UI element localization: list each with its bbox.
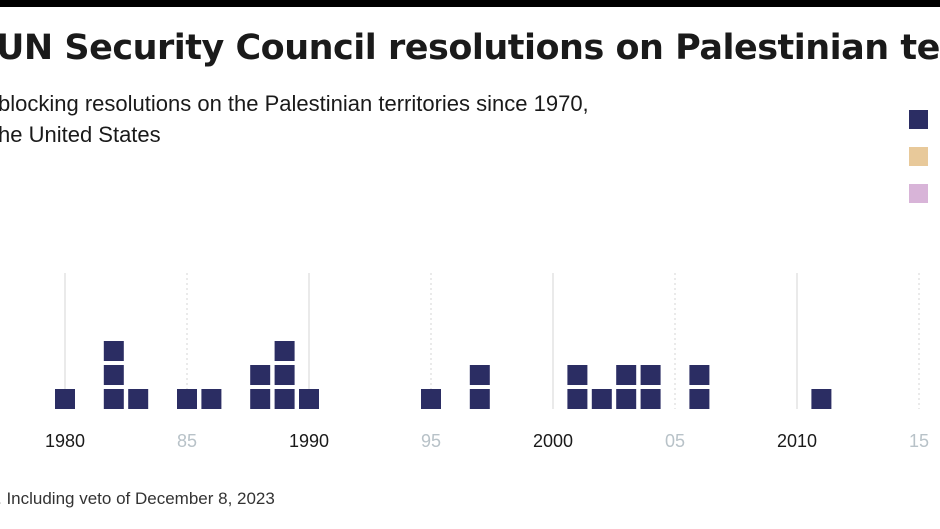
veto-square-2011-1 (811, 389, 832, 409)
tick-label-1990: 1990 (289, 431, 329, 451)
veto-square-1982-1 (103, 389, 124, 409)
tick-label-15: 15 (909, 431, 929, 451)
veto-square-1982-3 (103, 341, 124, 361)
veto-square-1980-1 (55, 389, 75, 409)
veto-square-2001-1 (567, 389, 588, 409)
veto-square-2004-1 (640, 389, 661, 409)
veto-square-1995-1 (421, 389, 441, 409)
veto-square-1982-2 (103, 365, 124, 385)
veto-square-1989-3 (274, 341, 295, 361)
veto-square-2006-1 (689, 389, 710, 409)
tick-label-2010: 2010 (777, 431, 817, 451)
veto-square-1988-1 (250, 389, 271, 409)
veto-square-1990-1 (299, 389, 319, 409)
footnote: . Including veto of December 8, 2023 (0, 489, 275, 508)
veto-square-2001-2 (567, 365, 588, 385)
tick-label-2000: 2000 (533, 431, 573, 451)
veto-square-2004-2 (640, 365, 661, 385)
veto-square-1997-1 (469, 389, 490, 409)
veto-square-2002-1 (591, 389, 612, 409)
chart-subtitle: blocking resolutions on the Palestinian … (0, 91, 589, 147)
top-rule (0, 0, 940, 7)
chart-title: UN Security Council resolutions on Pales… (0, 28, 940, 68)
legend-swatch-1 (909, 110, 928, 129)
veto-square-2003-1 (616, 389, 637, 409)
veto-square-1985-1 (177, 389, 197, 409)
veto-square-1989-1 (274, 389, 295, 409)
veto-square-1986-1 (201, 389, 222, 409)
tick-label-1980: 1980 (45, 431, 85, 451)
veto-square-2003-2 (616, 365, 637, 385)
legend-swatch-2 (909, 147, 928, 166)
tick-label-95: 95 (421, 431, 441, 451)
waffle-chart: 1980 85 1990 95 2000 05 2010 15 (45, 273, 929, 451)
veto-square-1989-2 (274, 365, 295, 385)
veto-square-1988-2 (250, 365, 271, 385)
tick-label-85: 85 (177, 431, 197, 451)
veto-square-2006-2 (689, 365, 710, 385)
legend-swatch-3 (909, 184, 928, 203)
veto-square-1983-1 (128, 389, 149, 409)
veto-square-1997-2 (469, 365, 490, 385)
tick-label-05: 05 (665, 431, 685, 451)
